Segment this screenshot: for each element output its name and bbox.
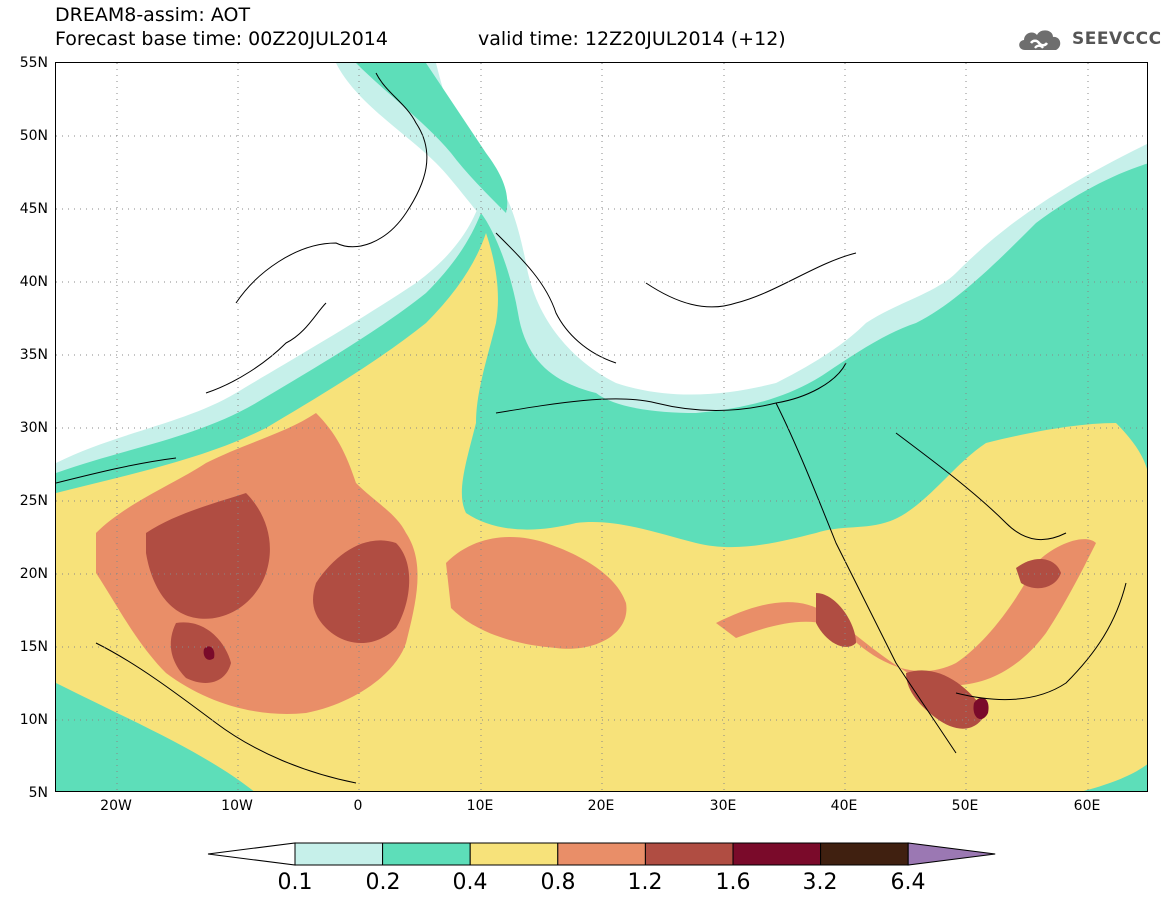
lat-label: 15N: [19, 639, 48, 655]
lat-label: 40N: [19, 274, 48, 290]
legend-over-arrow: [907, 842, 996, 866]
legend-cell: [820, 842, 909, 866]
lat-label: 35N: [19, 347, 48, 363]
lon-label: 30E: [709, 798, 737, 814]
lat-label: 50N: [19, 128, 48, 144]
legend-under-arrow: [207, 842, 296, 866]
legend-label: 0.8: [540, 870, 576, 895]
map-area: [55, 62, 1148, 792]
lat-label: 10N: [19, 712, 48, 728]
legend-label: 0.1: [277, 870, 313, 895]
legend-label: 0.4: [452, 870, 488, 895]
lon-label: 20E: [587, 798, 615, 814]
forecast-base-time: Forecast base time: 00Z20JUL2014: [55, 28, 388, 50]
lon-label: 50E: [951, 798, 979, 814]
color-legend-bar: [207, 842, 996, 866]
lon-label: 0: [353, 798, 363, 814]
lon-label: 10W: [221, 798, 253, 814]
lat-label: 30N: [19, 420, 48, 436]
legend-cell: [382, 842, 471, 866]
brand-logo: SEEVCCC: [1015, 22, 1162, 56]
legend-cell: [644, 842, 734, 866]
valid-time: valid time: 12Z20JUL2014 (+12): [478, 28, 786, 50]
legend-label: 0.2: [365, 870, 401, 895]
lat-label: 20N: [19, 566, 48, 582]
brand-name: SEEVCCC: [1072, 29, 1162, 49]
legend-label: 1.2: [627, 870, 663, 895]
coastlines: [56, 72, 1127, 784]
legend-cell: [469, 842, 559, 866]
color-legend-cells: [207, 842, 996, 866]
legend-label: 3.2: [802, 870, 838, 895]
legend-cell: [557, 842, 646, 866]
lon-label: 60E: [1073, 798, 1101, 814]
cloud-logo-icon: [1019, 30, 1061, 50]
legend-label: 1.6: [715, 870, 751, 895]
grid-lines: [56, 63, 1147, 791]
lat-label: 45N: [19, 201, 48, 217]
lat-label: 25N: [19, 493, 48, 509]
lon-label: 10E: [466, 798, 494, 814]
map-title: DREAM8-assim: AOT: [55, 4, 251, 26]
legend-cell: [294, 842, 384, 866]
lat-label: 5N: [28, 785, 48, 801]
aot-contours: [56, 63, 1147, 791]
lon-label: 20W: [100, 798, 132, 814]
legend-cell: [732, 842, 822, 866]
lat-label: 55N: [19, 55, 48, 71]
legend-label: 6.4: [890, 870, 926, 895]
aot-field-map: [56, 63, 1147, 791]
lon-label: 40E: [830, 798, 858, 814]
